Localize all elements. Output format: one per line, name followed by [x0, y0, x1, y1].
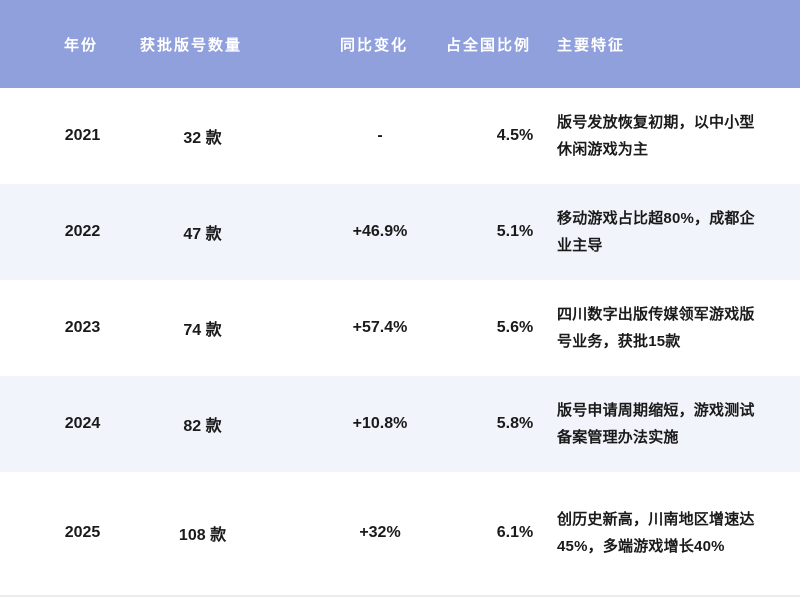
cell-share: 5.1% — [496, 223, 534, 240]
table-row: 2021 32 款 - 4.5% 版号发放恢复初期，以中小型休闲游戏为主 — [0, 88, 800, 184]
cell-year: 2024 — [64, 415, 101, 432]
cell-count: 82 款 — [183, 418, 222, 435]
cell-features: 四川数字出版传媒领军游戏版号业务，获批15款 — [557, 306, 755, 350]
cell-yoy: +10.8% — [352, 415, 408, 432]
cell-share: 4.5% — [496, 127, 534, 144]
cell-share: 5.6% — [496, 319, 534, 336]
column-header-yoy: 同比变化 — [340, 36, 409, 54]
table-row: 2025 108 款 +32% 6.1% 创历史新高，川南地区增速达45%，多端… — [0, 472, 800, 594]
column-header-features: 主要特征 — [557, 36, 626, 54]
cell-year: 2023 — [64, 319, 101, 336]
table-row: 2024 82 款 +10.8% 5.8% 版号申请周期缩短，游戏测试备案管理办… — [0, 376, 800, 472]
cell-share: 5.8% — [496, 415, 534, 432]
cell-features: 版号发放恢复初期，以中小型休闲游戏为主 — [557, 114, 755, 158]
cell-year: 2025 — [64, 524, 101, 541]
column-header-count: 获批版号数量 — [140, 36, 243, 54]
cell-yoy: +57.4% — [352, 319, 408, 336]
cell-features: 移动游戏占比超80%，成都企业主导 — [557, 210, 755, 254]
cell-year: 2022 — [64, 223, 101, 240]
cell-yoy: - — [377, 127, 383, 144]
table-header-row: 年份 获批版号数量 同比变化 占全国比例 主要特征 — [0, 0, 800, 88]
cell-count: 47 款 — [183, 226, 222, 243]
cell-features: 创历史新高，川南地区增速达45%，多端游戏增长40% — [557, 511, 755, 555]
cell-count: 108 款 — [178, 527, 227, 544]
cell-features: 版号申请周期缩短，游戏测试备案管理办法实施 — [557, 402, 755, 446]
cell-year: 2021 — [64, 127, 101, 144]
cell-count: 32 款 — [183, 130, 222, 147]
cell-count: 74 款 — [183, 322, 222, 339]
cell-share: 6.1% — [496, 524, 534, 541]
column-header-year: 年份 — [64, 36, 99, 54]
column-header-share: 占全国比例 — [446, 36, 532, 54]
table-bottom-divider — [0, 595, 800, 597]
cell-yoy: +32% — [359, 524, 401, 541]
table-body: 2021 32 款 - 4.5% 版号发放恢复初期，以中小型休闲游戏为主 202… — [0, 88, 800, 594]
cell-yoy: +46.9% — [352, 223, 408, 240]
table-row: 2023 74 款 +57.4% 5.6% 四川数字出版传媒领军游戏版号业务，获… — [0, 280, 800, 376]
table-row: 2022 47 款 +46.9% 5.1% 移动游戏占比超80%，成都企业主导 — [0, 184, 800, 280]
